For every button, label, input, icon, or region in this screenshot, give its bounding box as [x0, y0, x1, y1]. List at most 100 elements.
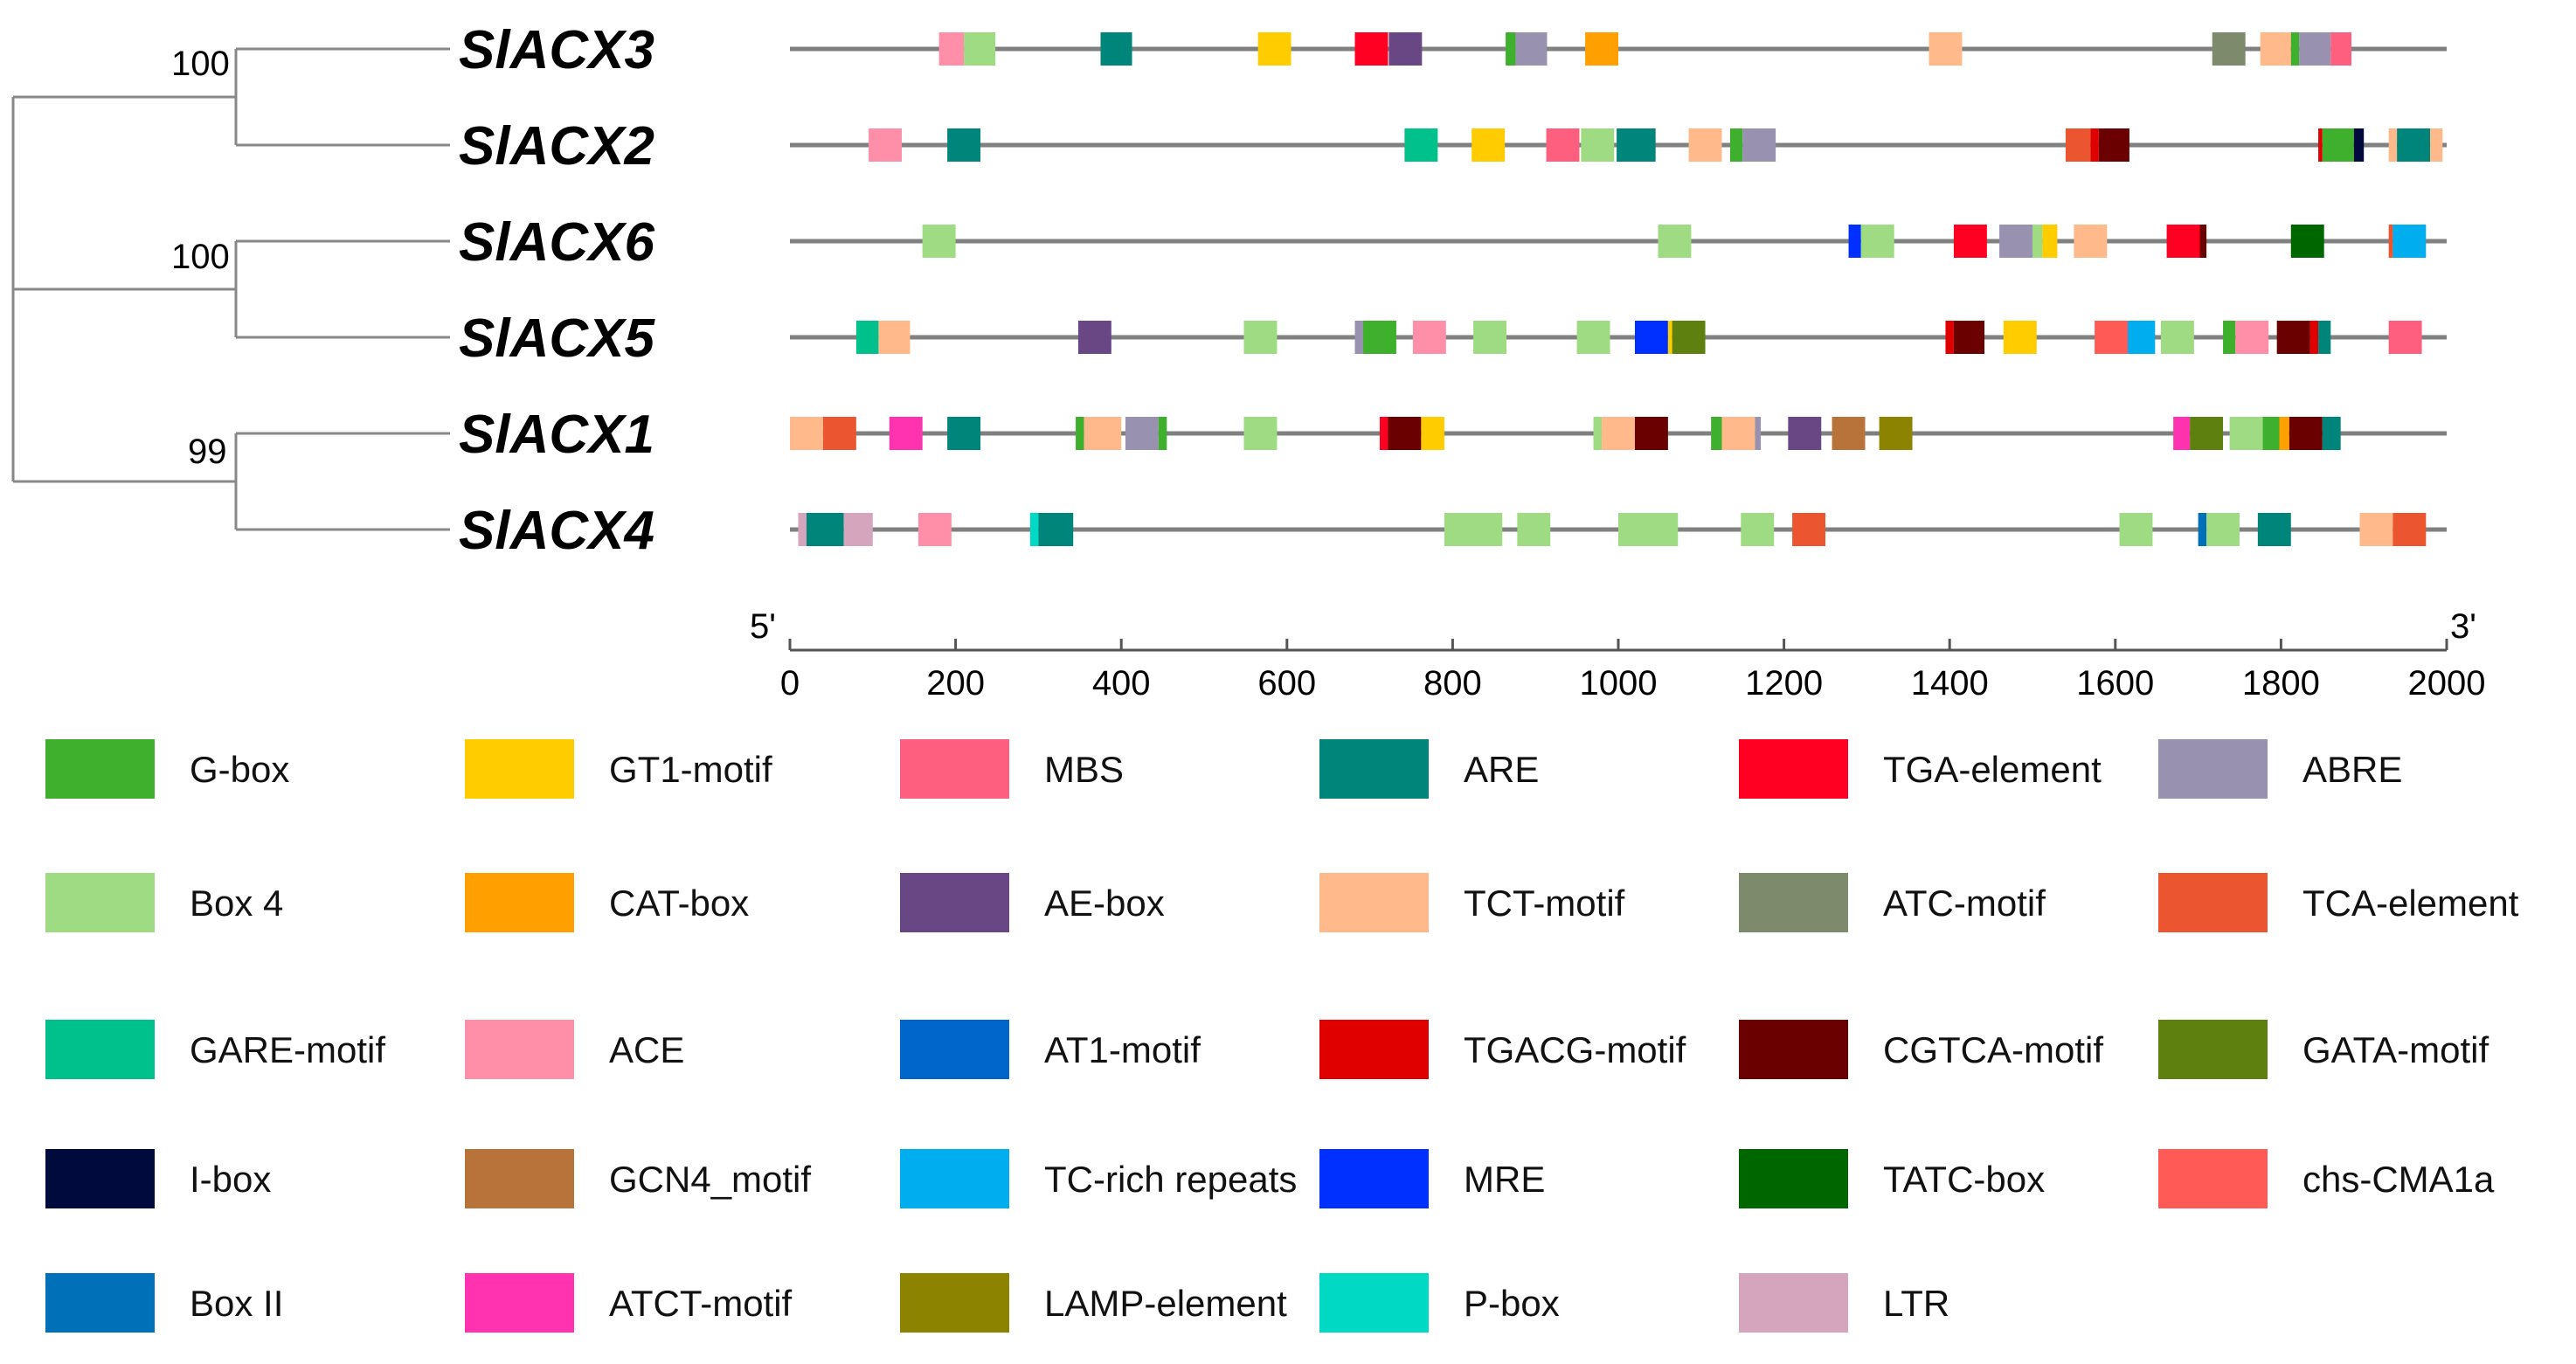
- gene-row: SlACX2: [459, 116, 2447, 177]
- axis-tick-label: 600: [1257, 664, 1316, 703]
- legend-label: ATC-motif: [1883, 883, 2046, 924]
- legend-swatch: [1319, 873, 1429, 932]
- legend-swatch: [45, 739, 155, 799]
- element-box: [1860, 225, 1894, 258]
- element-box: [1379, 417, 1388, 450]
- legend-label: CGTCA-motif: [1883, 1029, 2103, 1070]
- element-box: [1243, 417, 1278, 450]
- element-box: [2095, 321, 2129, 354]
- element-box: [2289, 417, 2323, 450]
- element-box: [2322, 417, 2341, 450]
- element-box: [2212, 32, 2246, 66]
- element-box: [2392, 225, 2427, 258]
- element-box: [2003, 321, 2037, 354]
- element-box: [2290, 225, 2324, 258]
- element-box: [1617, 128, 1656, 162]
- legend-item: GARE-motif: [45, 1020, 385, 1079]
- legend-label: ARE: [1464, 749, 1539, 790]
- legend-item: TGA-element: [1739, 739, 2102, 799]
- element-box: [2322, 128, 2354, 162]
- element-box: [922, 225, 956, 258]
- axis-tick-label: 2000: [2408, 664, 2486, 703]
- bootstrap-value: 99: [188, 433, 227, 471]
- legend-swatch: [1739, 1149, 1848, 1208]
- phylogenetic-tree: 100 100 99: [11, 45, 450, 531]
- element-box: [2330, 32, 2351, 66]
- element-box: [2128, 321, 2156, 354]
- element-box: [2235, 321, 2269, 354]
- element-box: [806, 513, 844, 546]
- legend-item: TATC-box: [1739, 1149, 2045, 1208]
- element-box: [1506, 32, 1516, 66]
- element-box: [1848, 225, 1861, 258]
- element-box: [1953, 225, 1987, 258]
- legend-swatch: [1739, 739, 1848, 799]
- element-box: [2359, 513, 2393, 546]
- legend-swatch: [900, 1149, 1009, 1208]
- legend-item: MRE: [1319, 1149, 1545, 1208]
- element-box: [1618, 513, 1679, 546]
- element-box: [2074, 225, 2108, 258]
- legend-label: AE-box: [1044, 883, 1165, 924]
- element-box: [1257, 32, 1291, 66]
- element-box: [1354, 321, 1364, 354]
- legend-item: MBS: [900, 739, 1124, 799]
- legend-swatch: [465, 873, 574, 932]
- legend-item: LAMP-element: [900, 1273, 1287, 1333]
- element-box: [1125, 417, 1159, 450]
- gene-label: SlACX2: [459, 116, 654, 177]
- element-box: [2388, 128, 2398, 162]
- legend-label: GCN4_motif: [609, 1159, 811, 1200]
- element-box: [1473, 321, 1507, 354]
- element-box: [947, 417, 981, 450]
- element-box: [1999, 225, 2032, 258]
- legend-label: MBS: [1044, 749, 1124, 790]
- element-box: [1029, 513, 1039, 546]
- legend-swatch: [1319, 739, 1429, 799]
- gene-row: SlACX1: [459, 405, 2447, 465]
- legend-item: TCT-motif: [1319, 873, 1625, 932]
- element-box: [798, 513, 807, 546]
- legend-item: CAT-box: [465, 873, 749, 932]
- legend-swatch: [45, 1273, 155, 1333]
- gene-tracks: SlACX3 SlACX2 SlACX6 SlACX5 SlACX1 SlACX4: [459, 20, 2447, 561]
- element-box: [790, 417, 823, 450]
- element-box: [1688, 128, 1722, 162]
- element-box: [889, 417, 923, 450]
- legend-label: Box II: [190, 1283, 283, 1324]
- legend-swatch: [900, 873, 1009, 932]
- element-box: [2353, 128, 2365, 162]
- element-box: [1576, 321, 1610, 354]
- element-box: [2229, 417, 2263, 450]
- legend-item: Box 4: [45, 873, 283, 932]
- gene-label: SlACX1: [459, 405, 654, 465]
- element-box: [1077, 321, 1111, 354]
- legend-swatch: [2158, 739, 2268, 799]
- element-box: [1084, 417, 1122, 450]
- element-box: [855, 321, 879, 354]
- element-box: [1388, 32, 1423, 66]
- legend-label: TGA-element: [1883, 749, 2102, 790]
- legend-swatch: [2158, 1149, 2268, 1208]
- axis-end-label: 3': [2450, 607, 2476, 646]
- element-box: [1602, 417, 1635, 450]
- element-box: [2397, 128, 2431, 162]
- element-box: [2119, 513, 2153, 546]
- axis-tick-label: 1800: [2242, 664, 2320, 703]
- legend-label: G-box: [190, 749, 289, 790]
- element-box: [1945, 321, 1954, 354]
- legend-item: ABRE: [2158, 739, 2402, 799]
- legend-item: I-box: [45, 1149, 271, 1208]
- legend-swatch: [900, 1273, 1009, 1333]
- axis-tick-label: 200: [926, 664, 985, 703]
- element-box: [1721, 417, 1755, 450]
- legend-label: LTR: [1883, 1283, 1949, 1324]
- element-box: [1421, 417, 1444, 450]
- element-box: [1354, 32, 1388, 66]
- legend-swatch: [1319, 1273, 1429, 1333]
- legend-swatch: [1319, 1020, 1429, 1079]
- element-box: [2198, 513, 2207, 546]
- legend-swatch: [1319, 1149, 1429, 1208]
- element-box: [2279, 417, 2289, 450]
